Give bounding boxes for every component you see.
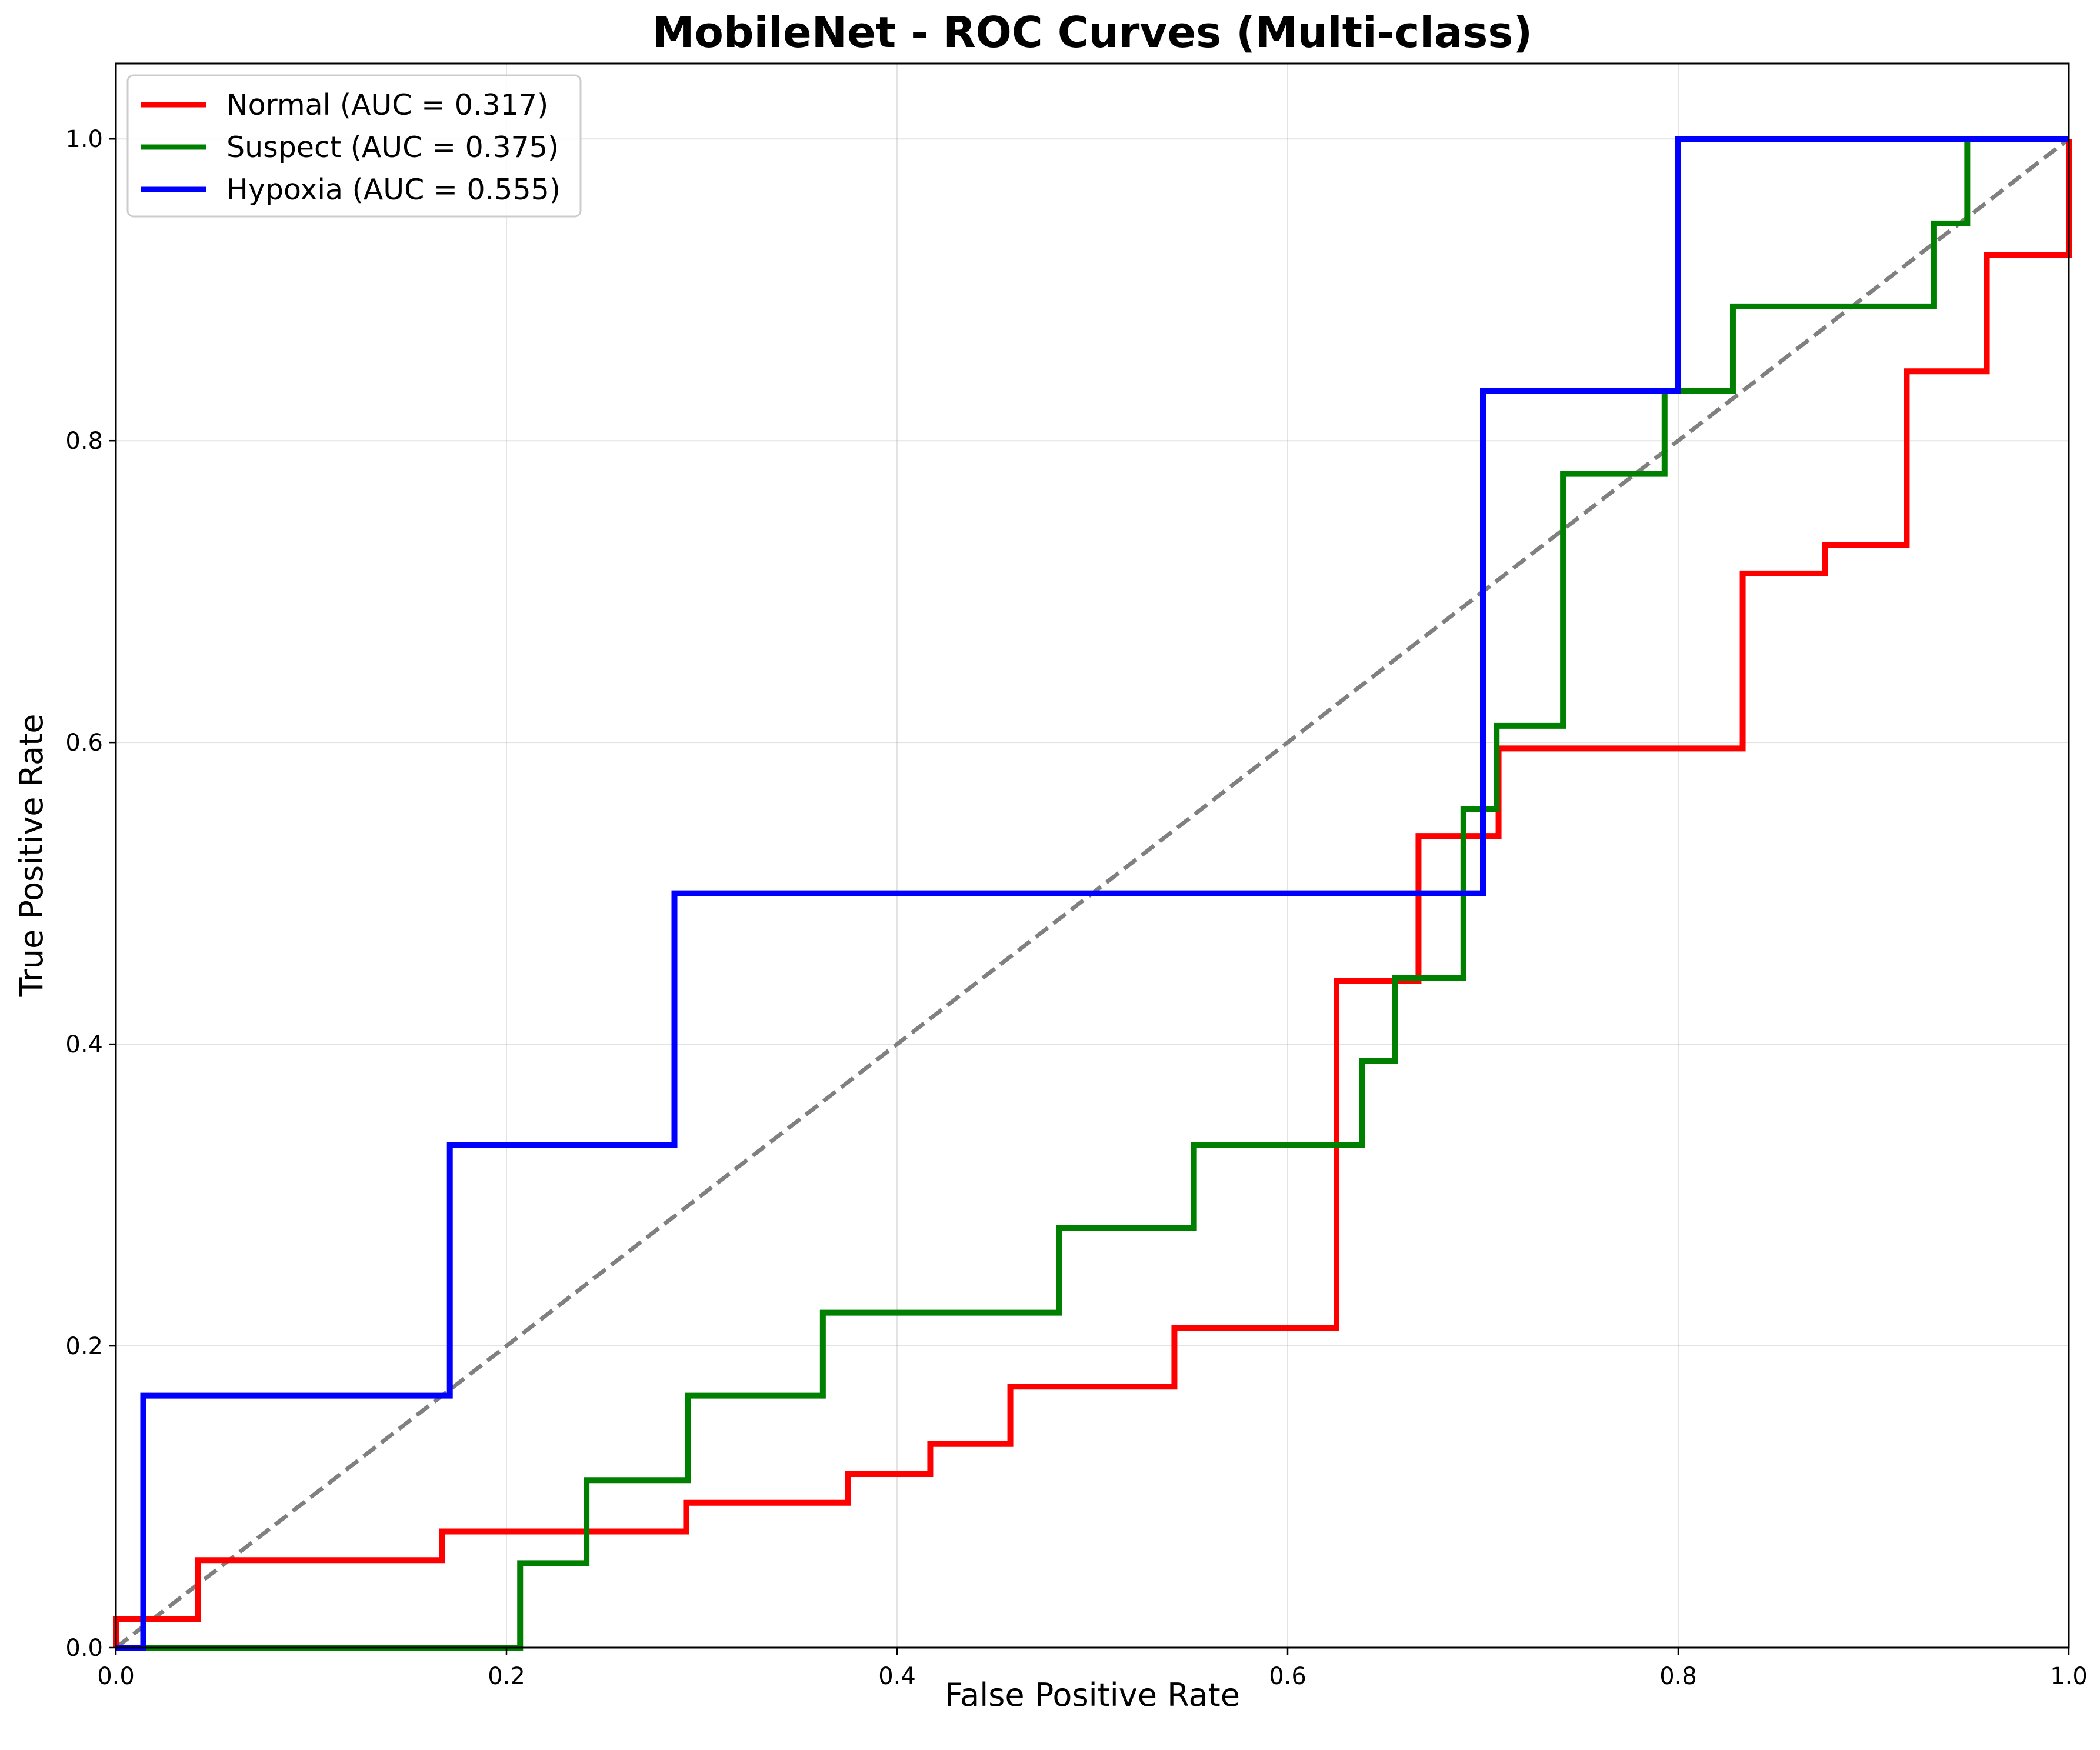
x-tick-label: 1.0 (2050, 1663, 2088, 1690)
y-tick-label: 0.4 (65, 1031, 103, 1058)
tick-layer: 0.0 0.2 0.4 0.6 0.8 1.0 0.0 0.2 0.4 0.6 0.8 1.0 (65, 126, 2087, 1690)
y-tick-label: 1.0 (65, 126, 103, 153)
legend: Normal (AUC = 0.317) Suspect (AUC = 0.37… (126, 74, 582, 218)
roc-curve-normal (113, 139, 2072, 1648)
y-axis-label: True Positive Rate (13, 714, 50, 997)
roc-curve-suspect (116, 136, 2069, 1651)
x-axis-label: False Positive Rate (945, 1676, 1240, 1714)
plot-frame (115, 62, 2070, 1649)
y-tick-label: 0.8 (65, 428, 103, 455)
plot-layer (113, 136, 2072, 1651)
roc-curve-hypoxia (116, 136, 2069, 1651)
x-tick-label: 0.4 (878, 1663, 916, 1690)
x-tick-label: 0.2 (488, 1663, 525, 1690)
legend-label-suspect: Suspect (AUC = 0.375) (226, 131, 559, 164)
x-tick-label: 0.6 (1269, 1663, 1306, 1690)
grid-layer (115, 64, 2069, 1648)
y-tick-label: 0.6 (65, 729, 103, 756)
chart-title: MobileNet - ROC Curves (Multi-class) (652, 8, 1532, 57)
x-tick-label: 0.0 (97, 1663, 135, 1690)
x-tick-label: 0.8 (1659, 1663, 1697, 1690)
legend-box (126, 74, 582, 218)
y-tick-label: 0.2 (65, 1333, 103, 1360)
legend-label-hypoxia: Hypoxia (AUC = 0.555) (226, 173, 561, 206)
y-tick-label: 0.0 (65, 1635, 103, 1662)
legend-label-normal: Normal (AUC = 0.317) (226, 88, 548, 122)
